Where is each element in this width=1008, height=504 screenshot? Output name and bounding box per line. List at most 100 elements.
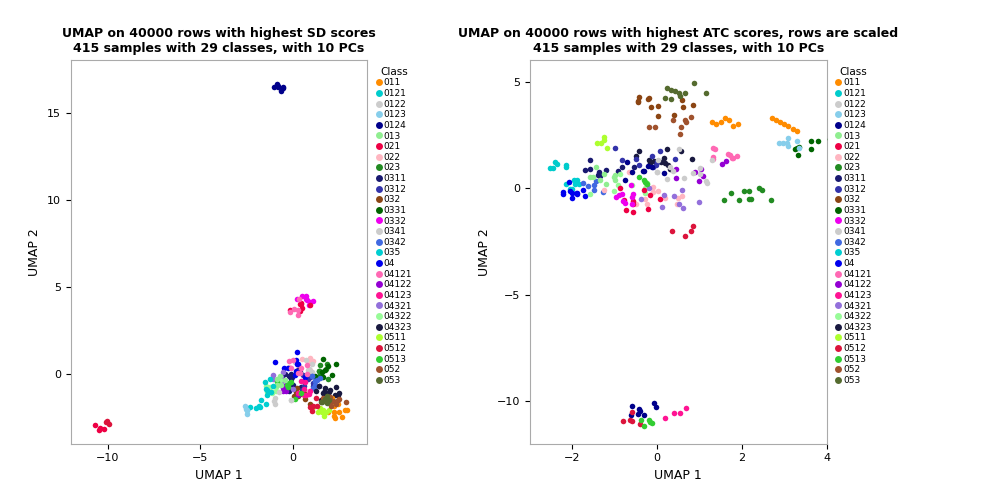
Point [709, 120, 725, 129]
Point [328, 391, 344, 399]
Point [280, 387, 296, 395]
Point [628, 155, 644, 163]
Point [258, 382, 274, 390]
Point [277, 383, 293, 391]
Point [568, 180, 584, 188]
Point [684, 101, 701, 109]
Point [662, 95, 678, 103]
Point [625, 191, 641, 199]
Point [326, 412, 342, 420]
Point [568, 189, 584, 197]
Point [270, 376, 286, 385]
Point [719, 157, 735, 165]
Point [269, 381, 285, 389]
Point [641, 156, 657, 164]
Point [652, 147, 668, 155]
Point [606, 173, 622, 181]
Point [780, 122, 796, 131]
Point [775, 139, 791, 147]
Point [670, 200, 686, 208]
Point [267, 400, 283, 408]
Point [625, 200, 641, 208]
Point [275, 376, 291, 384]
Point [586, 181, 602, 189]
Point [659, 84, 675, 92]
Point [288, 367, 304, 375]
Point [659, 174, 675, 182]
Point [239, 406, 255, 414]
Point [329, 360, 345, 368]
Point [666, 409, 682, 417]
Point [662, 163, 678, 171]
Point [645, 399, 661, 407]
Point [317, 389, 333, 397]
Point [323, 393, 339, 401]
Point [273, 379, 289, 387]
Point [304, 372, 321, 380]
Point [317, 395, 333, 403]
Point [304, 360, 321, 368]
Point [305, 403, 322, 411]
Point [547, 158, 563, 166]
Point [311, 382, 328, 390]
Point [705, 153, 721, 161]
Point [262, 383, 278, 391]
Point [313, 398, 330, 406]
Point [610, 167, 626, 175]
Point [267, 394, 283, 402]
Point [287, 358, 303, 366]
Point [583, 173, 599, 181]
Point [555, 187, 572, 196]
Point [292, 306, 308, 314]
Point [625, 208, 641, 216]
Point [266, 397, 282, 405]
Point [282, 308, 298, 317]
Point [768, 116, 784, 124]
Point [596, 185, 612, 194]
Point [636, 167, 652, 175]
Point [705, 144, 721, 152]
Point [265, 374, 281, 383]
Point [304, 357, 321, 365]
Point [96, 425, 112, 433]
Point [238, 402, 254, 410]
Point [290, 389, 306, 397]
Point [291, 367, 307, 375]
Point [669, 194, 685, 202]
Point [630, 97, 646, 105]
Point [276, 386, 292, 394]
Point [278, 381, 294, 389]
Point [762, 196, 778, 204]
Point [292, 300, 308, 308]
Point [322, 397, 338, 405]
Point [301, 370, 318, 379]
Point [683, 227, 700, 235]
Point [779, 134, 795, 142]
Point [282, 378, 298, 386]
Point [677, 404, 694, 412]
Point [283, 370, 299, 379]
Point [674, 186, 690, 194]
Point [339, 406, 355, 414]
Point [300, 387, 317, 395]
Point [99, 417, 115, 425]
Point [92, 424, 108, 432]
Point [641, 159, 657, 167]
Point [290, 362, 306, 370]
Point [607, 176, 623, 184]
Point [283, 364, 299, 372]
Point [290, 392, 306, 400]
Point [622, 416, 638, 424]
Point [265, 371, 281, 379]
Point [289, 360, 305, 368]
Point [589, 139, 605, 147]
Point [692, 165, 709, 173]
Point [331, 391, 347, 399]
Point [674, 103, 690, 111]
Point [269, 375, 285, 383]
Point [743, 195, 759, 203]
Point [642, 418, 658, 426]
Point [642, 191, 658, 199]
Point [648, 158, 664, 166]
Point [557, 180, 574, 188]
